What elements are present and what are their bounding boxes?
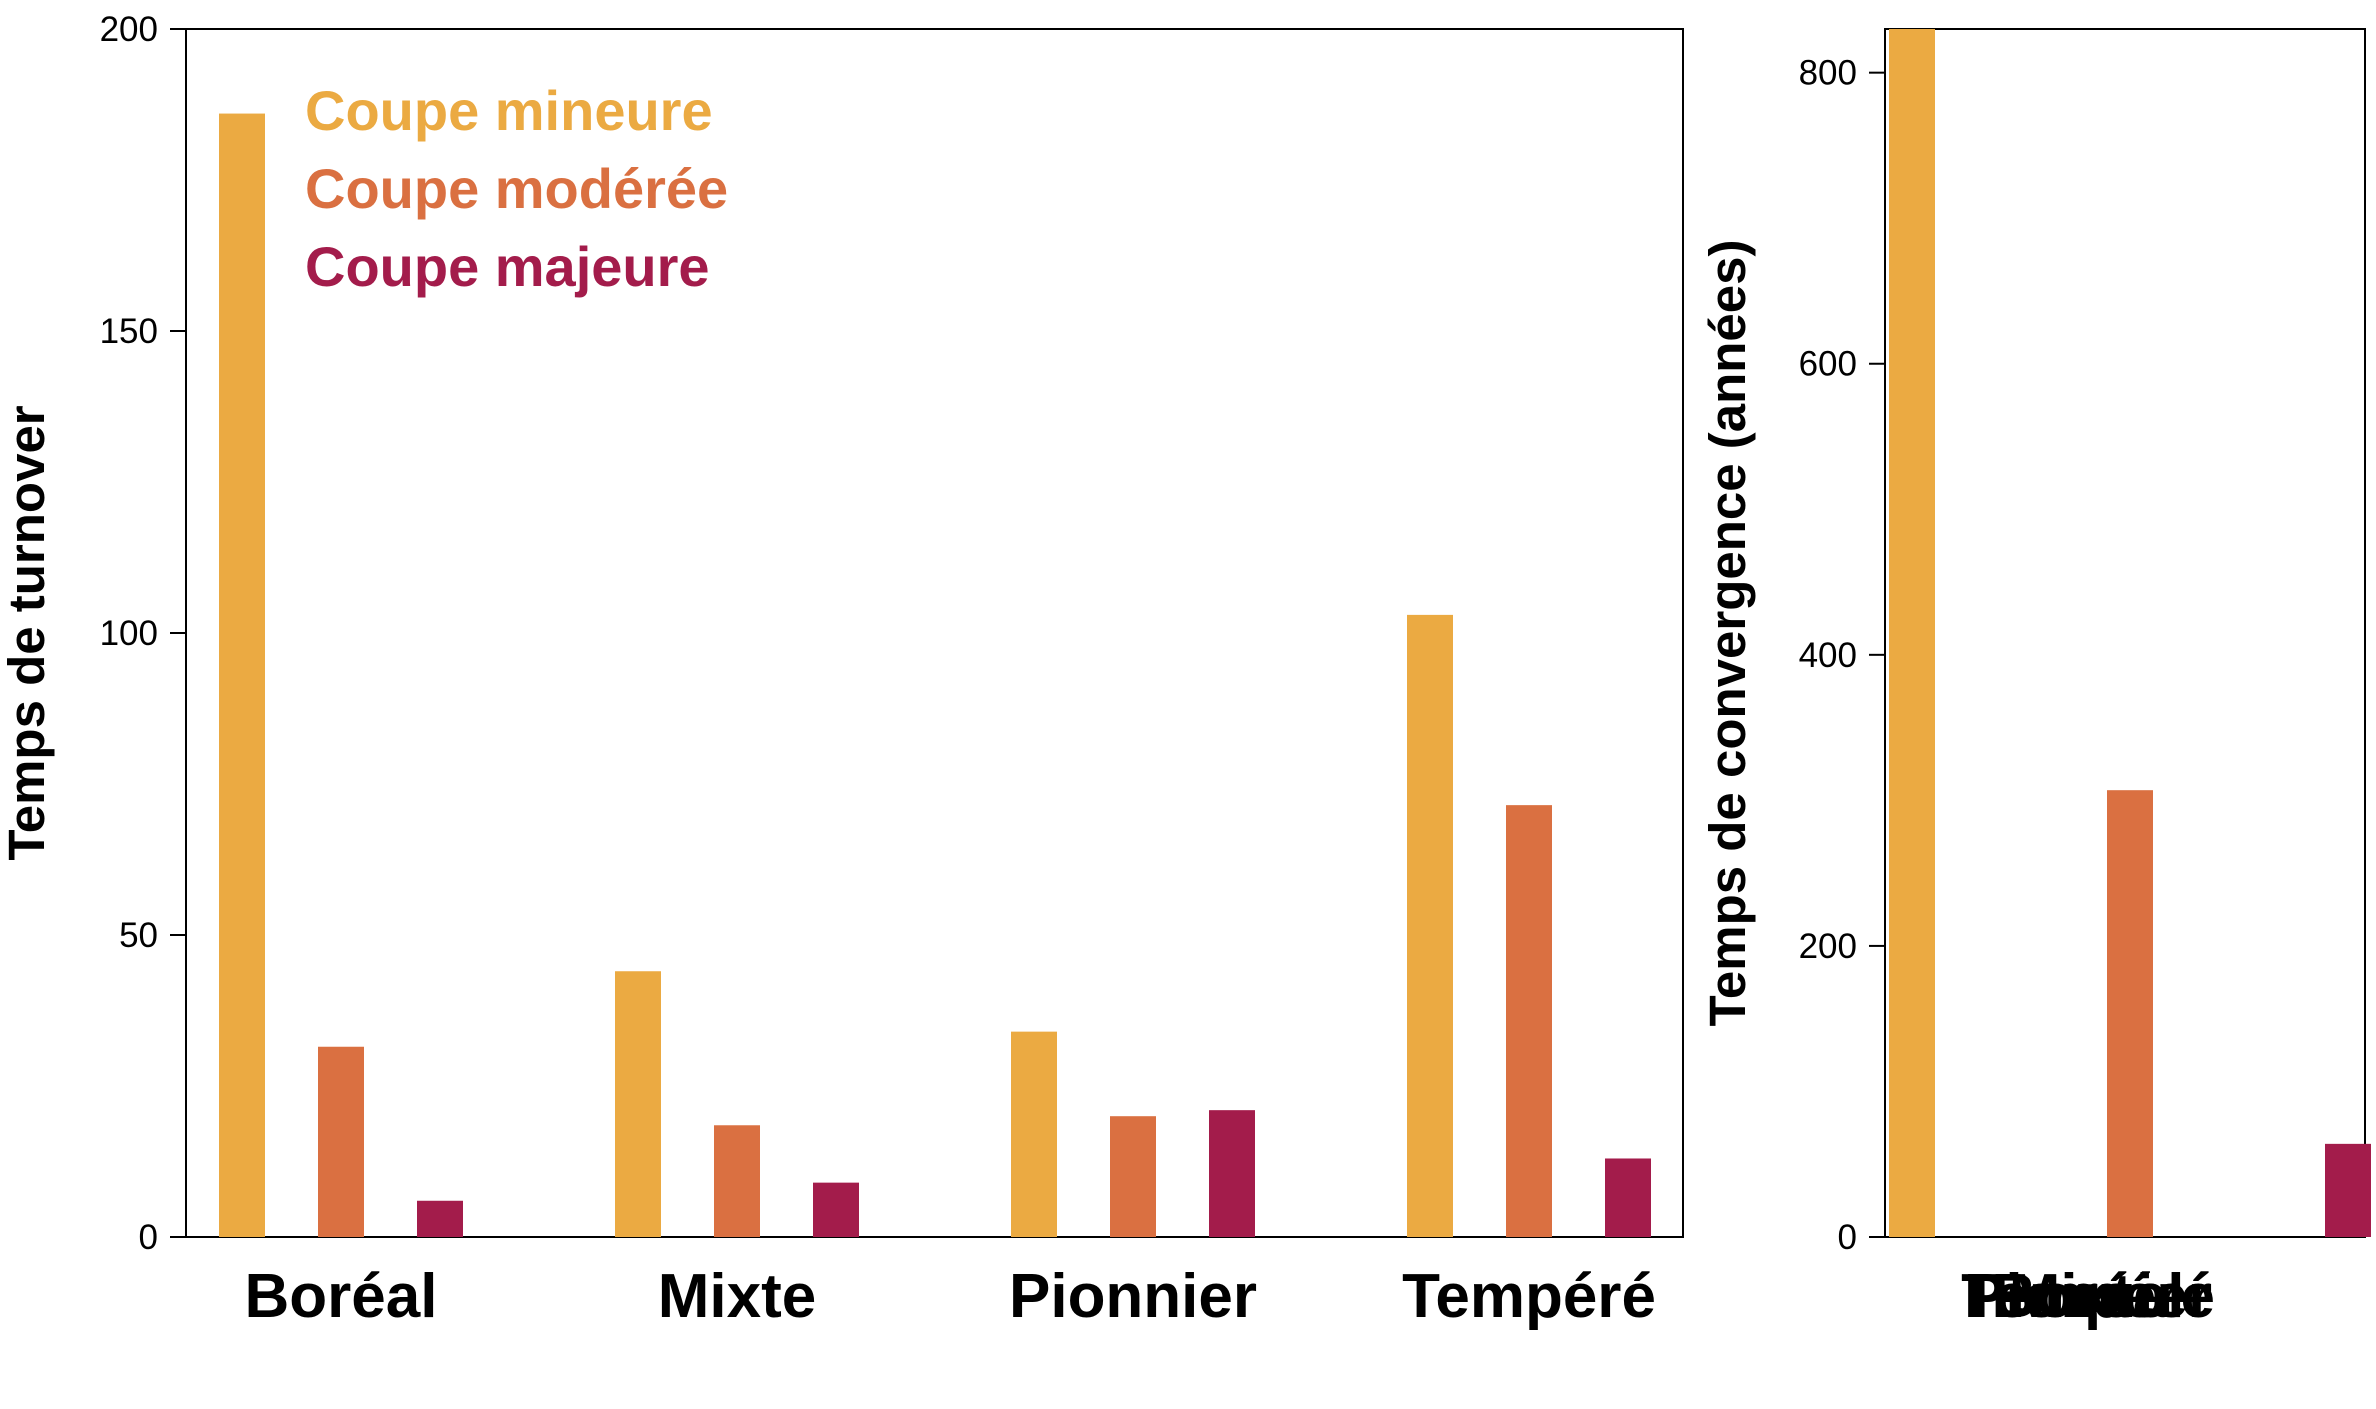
- turnover-y-tick-label: 0: [139, 1218, 158, 1257]
- convergence-category-label-mixte: Mixte: [2009, 1262, 2167, 1331]
- convergence-y-axis: 0 200 400 600 800: [1799, 54, 1885, 1257]
- turnover-bars: [219, 113, 1651, 1237]
- turnover-y-axis-title: Temps de turnover: [0, 405, 55, 860]
- turnover-y-axis: 0 50 100 150 200: [100, 10, 186, 1257]
- convergence-y-axis-title: Temps de convergence (années): [1699, 240, 1756, 1027]
- bar-coupe-majeure-mixte: [813, 1182, 859, 1237]
- convergence-panel: 0 200 400 600 800 BoréalMixtePionnierTempéré…: [1699, 28, 2371, 1331]
- convergence-y-tick-label: 200: [1799, 927, 1857, 966]
- convergence-y-tick-label: 0: [1838, 1218, 1857, 1257]
- bar-coupe-moderee-mixte: [714, 1125, 760, 1237]
- bar-coupe-moderee-tempere: [1506, 805, 1552, 1237]
- convergence-bar-coupe-majeure: [2325, 1143, 2371, 1237]
- convergence-y-tick-label: 600: [1799, 345, 1857, 384]
- legend-item-coupe-majeure: Coupe majeure: [305, 235, 710, 298]
- bar-coupe-majeure-boreal: [417, 1200, 463, 1237]
- bar-coupe-mineure-pionnier: [1011, 1031, 1057, 1237]
- convergence-y-tick-label: 400: [1799, 636, 1857, 675]
- convergence-category-label-pionnier: Pionnier: [1964, 1262, 2212, 1331]
- bar-coupe-moderee-pionnier: [1110, 1116, 1156, 1237]
- convergence-bar-coupe-mineure: [1889, 29, 1935, 1237]
- legend-item-coupe-mineure: Coupe mineure: [305, 79, 713, 142]
- bar-coupe-mineure-boreal: [219, 113, 265, 1237]
- bar-coupe-majeure-tempere: [1605, 1158, 1651, 1237]
- category-label-boreal: Boréal: [245, 1262, 438, 1331]
- convergence-bar-coupe-moderee: [2107, 790, 2153, 1237]
- convergence-category-label-boreal: Boréal: [1992, 1262, 2185, 1331]
- legend: Coupe mineure Coupe modérée Coupe majeure: [305, 79, 728, 298]
- category-label-pionnier: Pionnier: [1009, 1262, 1257, 1331]
- turnover-y-tick-label: 150: [100, 312, 158, 351]
- bar-coupe-mineure-mixte: [615, 971, 661, 1237]
- bar-coupe-moderee-boreal: [318, 1046, 364, 1237]
- legend-item-coupe-moderee: Coupe modérée: [305, 157, 728, 220]
- turnover-category-labels: Boréal Mixte Pionnier Tempéré: [245, 1262, 1656, 1331]
- bar-coupe-mineure-tempere: [1407, 614, 1453, 1237]
- turnover-y-tick-label: 50: [119, 916, 158, 955]
- convergence-bars: [1889, 29, 2371, 1237]
- convergence-y-tick-label: 800: [1799, 54, 1857, 93]
- turnover-y-tick-label: 200: [100, 10, 158, 49]
- turnover-y-tick-label: 100: [100, 614, 158, 653]
- bar-coupe-majeure-pionnier: [1209, 1110, 1255, 1237]
- category-label-tempere: Tempéré: [1402, 1262, 1656, 1331]
- category-label-mixte: Mixte: [658, 1262, 816, 1331]
- convergence-category-label-tempere: Tempéré: [1961, 1262, 2215, 1331]
